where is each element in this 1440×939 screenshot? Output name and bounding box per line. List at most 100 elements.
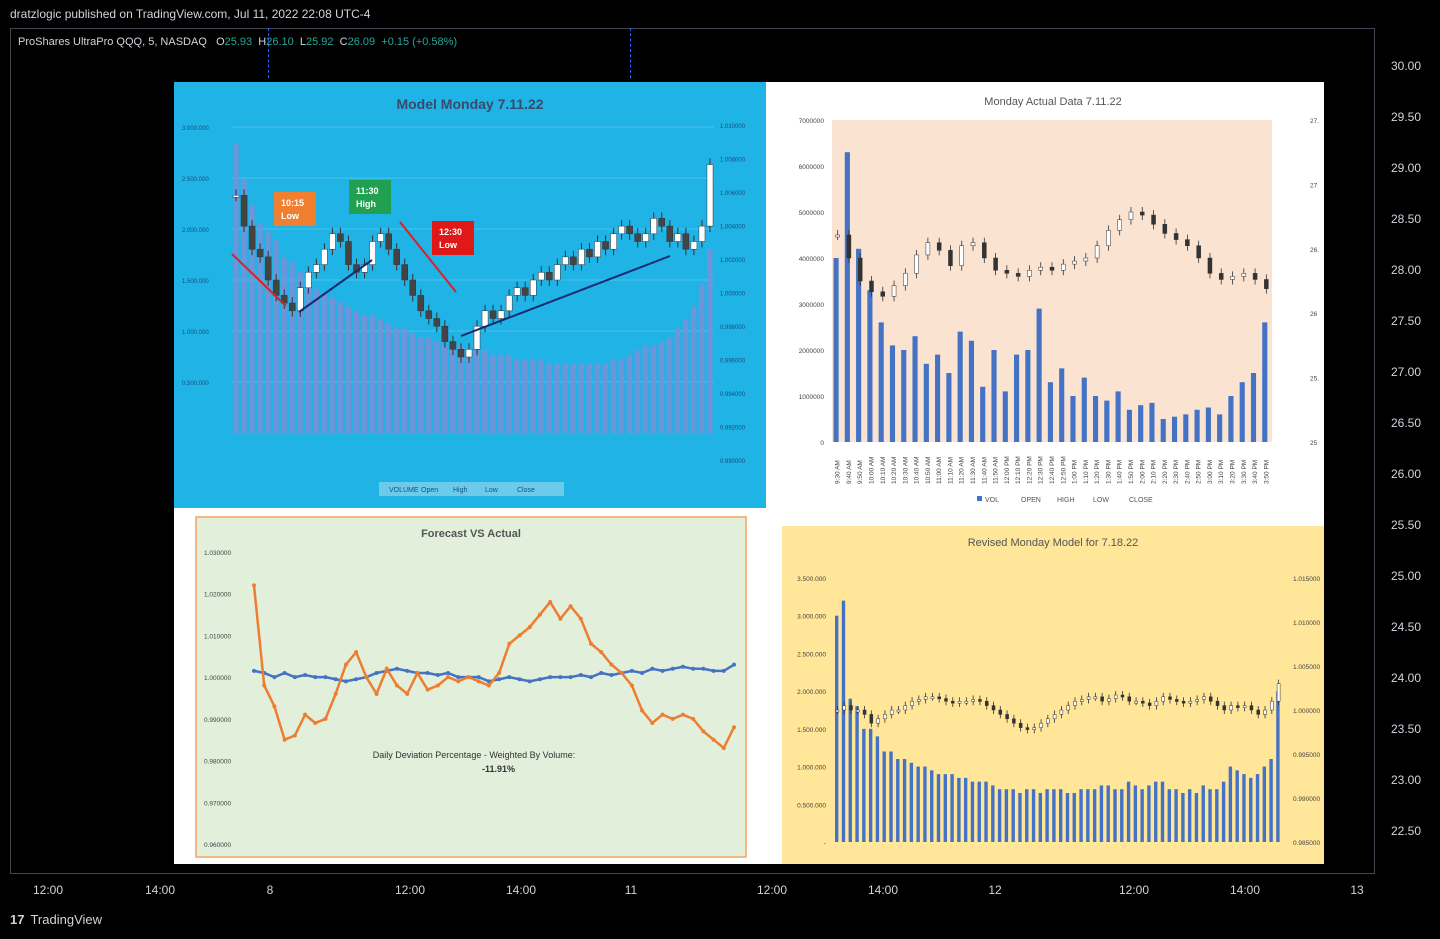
volume-bar [257,222,263,434]
series-point [425,687,430,692]
volume-bar [909,762,914,842]
y-right-tick: 1.015000 [1293,576,1320,583]
volume-bar [946,373,952,442]
x-tick-label: 2:30 PM [1173,460,1180,484]
volume-bar [1070,396,1076,442]
plot-area [195,516,747,858]
y-left-tick: 0.500.000 [182,381,209,387]
chart-title: Revised Monday Model for 7.18.22 [968,537,1139,549]
candle-body [497,310,505,319]
price-tick: 29.00 [1391,161,1422,175]
candle-body [489,310,497,319]
series-point [466,675,471,680]
series-point [568,675,573,680]
time-tick: 12:00 [394,883,426,897]
x-tick-label: 3:40 PM [1252,460,1259,484]
volume-bar [578,363,584,434]
candle-body [417,295,425,312]
candle-body [998,709,1003,715]
series-point [405,668,410,673]
volume-bar [361,315,368,434]
x-tick-label: 11:50 AM [993,457,1000,484]
candle-body [1276,683,1281,702]
candle-body [903,705,908,711]
annotation-label: Low [281,211,300,221]
candle-body [856,709,860,713]
x-tick-label: 1:50 PM [1128,460,1135,484]
candle-body [923,696,928,700]
candle-body [626,225,633,235]
y-left-tick: 1000000 [799,394,825,401]
candle-body [1140,211,1145,216]
volume-bar [856,248,862,442]
series-point [313,675,318,680]
candle-body [930,696,935,700]
volume-bar [369,315,376,434]
volume-bar [297,271,303,434]
time-axis[interactable]: 12:00 14:00 8 12:00 14:00 11 12:00 14:00 12 12:00… [10,874,1375,904]
legend-swatch [977,496,982,501]
y-left-tick: 2.000.000 [182,228,209,234]
volume-bar [337,302,343,434]
candle-body [957,700,962,704]
candle-body [305,272,312,288]
legend-entry: Close [517,487,535,494]
volume-bar [594,363,601,434]
series-point [558,675,563,680]
y-right-tick: 1.010000 [1293,620,1320,627]
candle-body [690,241,698,250]
volume-bar [882,751,886,842]
series-point [384,666,389,671]
series-point [262,683,267,688]
annotation-time: 11:30 [356,186,379,196]
series-point [680,712,685,717]
model-monday-panel: Model Monday 7.11.22 3.000.000 2.500.000 2.… [174,82,766,508]
price-axis[interactable]: 30.00 29.50 29.00 28.50 28.00 27.50 27.00 26.50… [1374,28,1440,874]
volume-bar [1250,373,1257,442]
series-point [303,673,308,678]
volume-bar [902,759,907,842]
price-tick: 27.00 [1391,365,1422,379]
candle-body [248,225,256,250]
candle-body [970,242,976,246]
series-point [721,746,726,751]
volume-bar [1036,308,1042,442]
time-tick: 12:00 [1118,883,1150,897]
volume-bar [1099,785,1104,842]
symbol-legend[interactable]: ProShares UltraPro QQQ, 5, NASDAQ O25.93… [18,36,457,48]
time-tick: 14:00 [144,883,176,897]
candle-body [602,241,609,250]
series-point [558,616,563,621]
volume-bar [249,205,255,434]
candle-body [936,242,942,251]
y-left-tick: 0 [820,440,824,447]
price-tick: 26.00 [1391,467,1422,481]
series-point [711,737,716,742]
volume-bar [1167,789,1171,842]
candle-body [441,325,449,342]
candle-body [1086,696,1091,700]
volume-bar [935,354,941,442]
y-left-tick: 6000000 [799,164,825,171]
candle-body [1120,694,1125,698]
y-left-tick: 1.000.000 [182,330,209,336]
price-tick: 23.00 [1391,773,1422,787]
high-value: 26.10 [266,36,294,48]
candle-body [883,714,887,720]
series-point [343,662,348,667]
volume-bar [522,359,528,434]
time-tick: 11 [624,883,638,897]
price-tick: 24.00 [1391,671,1422,685]
y-right-tick: 25 [1310,440,1318,447]
candle-body [1230,276,1235,280]
candle-body [1162,224,1168,234]
series-point [691,716,696,721]
candle-body [401,264,408,281]
candle-body [1038,266,1043,271]
price-tick: 23.50 [1391,722,1422,736]
volume-bar [562,363,568,434]
x-tick-label: 9:30 AM [835,460,842,484]
series-point [650,721,655,726]
x-tick-label: 12:20 PM [1026,456,1033,484]
volume-bar [393,328,400,434]
